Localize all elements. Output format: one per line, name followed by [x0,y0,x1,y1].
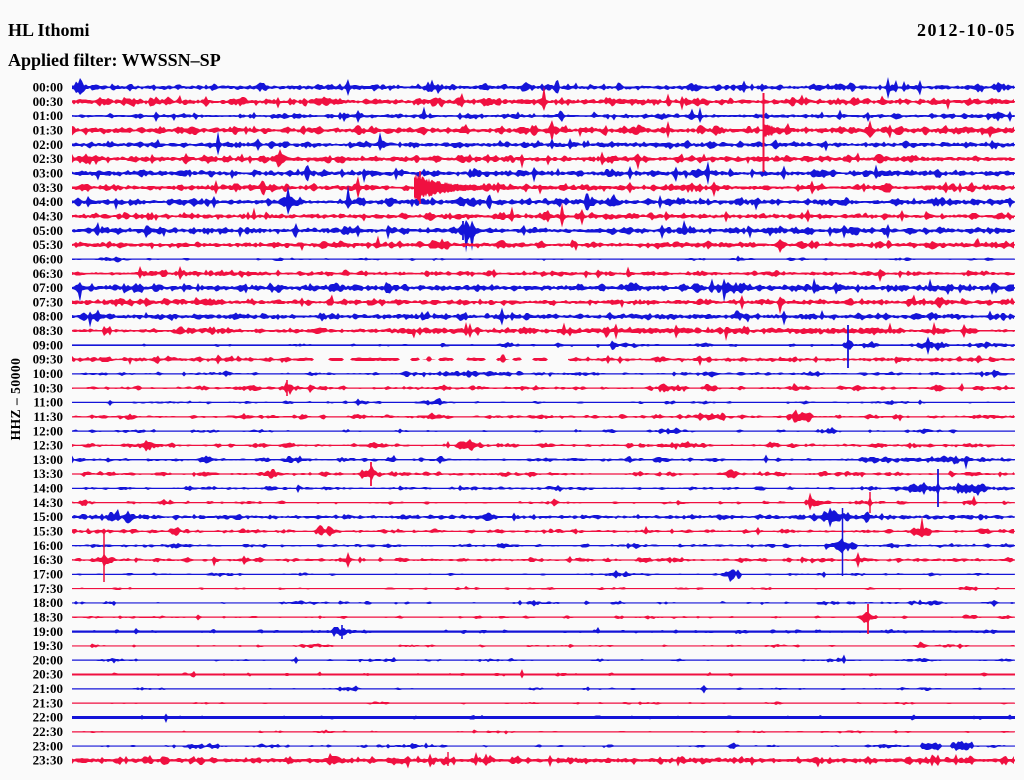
svg-text:20:00: 20:00 [33,652,63,667]
svg-text:15:00: 15:00 [33,509,63,524]
svg-text:20:30: 20:30 [33,667,63,682]
svg-text:05:30: 05:30 [33,237,63,252]
svg-text:10:30: 10:30 [33,380,63,395]
svg-text:10:00: 10:00 [33,366,63,381]
svg-text:03:30: 03:30 [33,180,63,195]
svg-text:17:30: 17:30 [33,581,63,596]
svg-text:06:00: 06:00 [33,251,63,266]
svg-text:16:00: 16:00 [33,538,63,553]
svg-text:11:30: 11:30 [33,409,63,424]
svg-text:18:00: 18:00 [33,595,63,610]
svg-text:18:30: 18:30 [33,609,63,624]
svg-text:19:30: 19:30 [33,638,63,653]
svg-text:09:00: 09:00 [33,337,63,352]
svg-text:08:30: 08:30 [33,323,63,338]
svg-text:05:00: 05:00 [33,223,63,238]
svg-text:02:00: 02:00 [33,137,63,152]
svg-text:21:30: 21:30 [33,695,63,710]
svg-text:01:00: 01:00 [33,108,63,123]
svg-text:23:30: 23:30 [33,753,63,768]
svg-text:21:00: 21:00 [33,681,63,696]
svg-text:22:30: 22:30 [33,724,63,739]
svg-text:08:00: 08:00 [33,309,63,324]
svg-text:13:30: 13:30 [33,466,63,481]
svg-text:04:00: 04:00 [33,194,63,209]
svg-text:16:30: 16:30 [33,552,63,567]
svg-text:15:30: 15:30 [33,524,63,539]
svg-text:01:30: 01:30 [33,123,63,138]
svg-text:14:30: 14:30 [33,495,63,510]
svg-text:14:00: 14:00 [33,481,63,496]
svg-text:12:30: 12:30 [33,438,63,453]
svg-text:17:00: 17:00 [33,567,63,582]
svg-text:12:00: 12:00 [33,423,63,438]
svg-text:11:00: 11:00 [33,395,63,410]
svg-text:06:30: 06:30 [33,266,63,281]
svg-text:02:30: 02:30 [33,151,63,166]
svg-text:13:00: 13:00 [33,452,63,467]
svg-text:03:00: 03:00 [33,166,63,181]
svg-text:09:30: 09:30 [33,352,63,367]
svg-text:22:00: 22:00 [33,710,63,725]
svg-text:19:00: 19:00 [33,624,63,639]
svg-text:00:30: 00:30 [33,94,63,109]
svg-text:04:30: 04:30 [33,209,63,224]
svg-text:07:30: 07:30 [33,294,63,309]
svg-text:00:00: 00:00 [33,80,63,95]
svg-text:23:00: 23:00 [33,738,63,753]
svg-text:07:00: 07:00 [33,280,63,295]
